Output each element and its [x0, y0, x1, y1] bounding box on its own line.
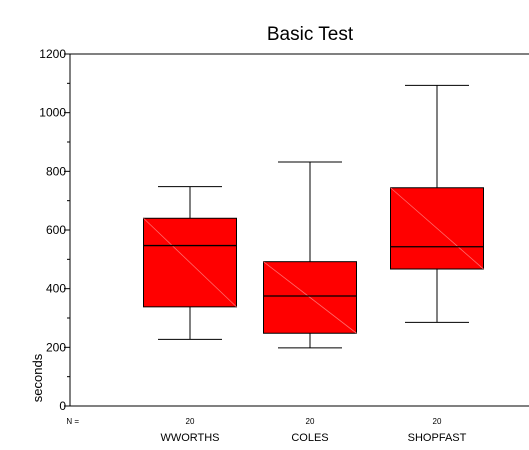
x-category-label: COLES [291, 432, 328, 444]
n-count: 20 [433, 417, 442, 426]
boxes [143, 84, 484, 349]
chart-title: Basic Test [267, 24, 354, 45]
y-axis-label: seconds [30, 353, 45, 402]
y-tick-label: 800 [46, 164, 66, 178]
y-tick-label: 1000 [39, 106, 66, 120]
n-prefix-label: N = [66, 417, 79, 426]
box-diagonal [390, 187, 484, 270]
labels: 0 200 400 600 800 1000 1200 20 WWORTHS 20 COLES 20 S… [39, 47, 466, 444]
y-tick-label: 400 [46, 282, 66, 296]
y-tick-label: 200 [46, 340, 66, 354]
axes [64, 53, 529, 407]
x-category-label: WWORTHS [160, 432, 219, 444]
y-tick-label: 1200 [39, 47, 66, 61]
box-diagonal [143, 217, 237, 308]
box-diagonal [263, 261, 357, 334]
n-count: 20 [306, 417, 315, 426]
x-category-label: SHOPFAST [408, 432, 467, 444]
y-tick-label: 0 [59, 399, 66, 413]
y-tick-label: 600 [46, 223, 66, 237]
n-count: 20 [186, 417, 195, 426]
